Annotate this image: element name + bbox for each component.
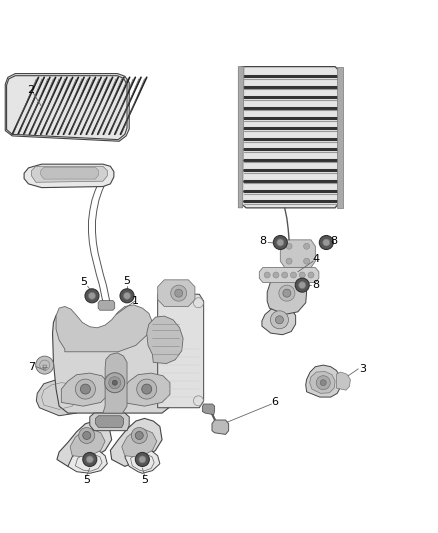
Polygon shape xyxy=(125,449,160,473)
Polygon shape xyxy=(212,420,229,434)
Circle shape xyxy=(282,272,288,278)
Circle shape xyxy=(319,236,333,249)
Text: 8: 8 xyxy=(259,237,266,246)
Polygon shape xyxy=(262,306,296,335)
Text: 3: 3 xyxy=(359,364,366,374)
Text: 8: 8 xyxy=(312,280,319,290)
Circle shape xyxy=(283,289,291,297)
Polygon shape xyxy=(24,164,114,188)
Circle shape xyxy=(320,379,326,386)
Text: 5: 5 xyxy=(81,278,88,287)
Polygon shape xyxy=(238,67,244,208)
Polygon shape xyxy=(240,67,340,208)
Circle shape xyxy=(35,356,54,374)
Text: 5: 5 xyxy=(83,475,90,484)
Circle shape xyxy=(135,431,143,440)
Circle shape xyxy=(171,285,187,301)
Circle shape xyxy=(270,311,289,329)
Polygon shape xyxy=(41,167,99,179)
Circle shape xyxy=(273,272,279,278)
Circle shape xyxy=(135,453,149,466)
Polygon shape xyxy=(123,373,170,406)
Text: 2: 2 xyxy=(27,85,34,94)
Circle shape xyxy=(299,281,306,289)
Text: 6: 6 xyxy=(272,398,279,407)
Circle shape xyxy=(290,272,297,278)
Circle shape xyxy=(308,272,314,278)
Polygon shape xyxy=(122,429,157,457)
Circle shape xyxy=(83,453,97,466)
Polygon shape xyxy=(336,372,350,390)
Text: 8: 8 xyxy=(330,237,337,246)
Polygon shape xyxy=(68,449,107,473)
Circle shape xyxy=(112,380,117,385)
Polygon shape xyxy=(310,372,335,393)
Polygon shape xyxy=(306,365,341,397)
Circle shape xyxy=(120,289,134,303)
Circle shape xyxy=(131,427,147,443)
Circle shape xyxy=(81,384,90,394)
Circle shape xyxy=(279,285,295,301)
Circle shape xyxy=(273,236,287,249)
Circle shape xyxy=(286,243,292,249)
Circle shape xyxy=(316,376,330,390)
Circle shape xyxy=(83,431,91,440)
Circle shape xyxy=(105,373,125,393)
Text: 1: 1 xyxy=(131,296,138,306)
Circle shape xyxy=(295,278,309,292)
Circle shape xyxy=(137,379,157,399)
Text: 5: 5 xyxy=(124,277,131,286)
Circle shape xyxy=(323,239,330,246)
Polygon shape xyxy=(95,416,124,427)
Circle shape xyxy=(175,289,183,297)
Polygon shape xyxy=(158,280,195,306)
Polygon shape xyxy=(61,373,109,406)
Circle shape xyxy=(304,243,310,249)
Circle shape xyxy=(79,427,95,443)
Circle shape xyxy=(109,377,121,389)
Circle shape xyxy=(299,272,305,278)
Polygon shape xyxy=(70,429,105,457)
Circle shape xyxy=(86,456,93,463)
Circle shape xyxy=(304,258,310,264)
Circle shape xyxy=(286,258,292,264)
Polygon shape xyxy=(105,409,116,413)
Polygon shape xyxy=(337,67,343,208)
Circle shape xyxy=(276,316,283,324)
Polygon shape xyxy=(53,312,175,413)
Text: 7: 7 xyxy=(28,362,35,372)
Polygon shape xyxy=(267,272,307,314)
Polygon shape xyxy=(36,379,83,416)
Polygon shape xyxy=(5,74,129,141)
Polygon shape xyxy=(280,240,315,268)
Polygon shape xyxy=(32,166,107,182)
Circle shape xyxy=(277,239,284,246)
Polygon shape xyxy=(147,316,183,364)
Polygon shape xyxy=(57,421,112,466)
Circle shape xyxy=(88,292,95,300)
Circle shape xyxy=(264,272,270,278)
Circle shape xyxy=(85,289,99,303)
Polygon shape xyxy=(56,305,152,352)
Circle shape xyxy=(124,292,131,300)
Text: 5: 5 xyxy=(141,475,148,484)
Polygon shape xyxy=(110,418,162,466)
Circle shape xyxy=(142,384,152,394)
Polygon shape xyxy=(158,294,204,408)
Polygon shape xyxy=(98,301,115,310)
Polygon shape xyxy=(103,353,127,413)
Polygon shape xyxy=(90,413,129,431)
Polygon shape xyxy=(259,268,319,282)
Circle shape xyxy=(139,456,146,463)
Polygon shape xyxy=(202,404,215,415)
Circle shape xyxy=(75,379,95,399)
Text: 4: 4 xyxy=(313,254,320,263)
